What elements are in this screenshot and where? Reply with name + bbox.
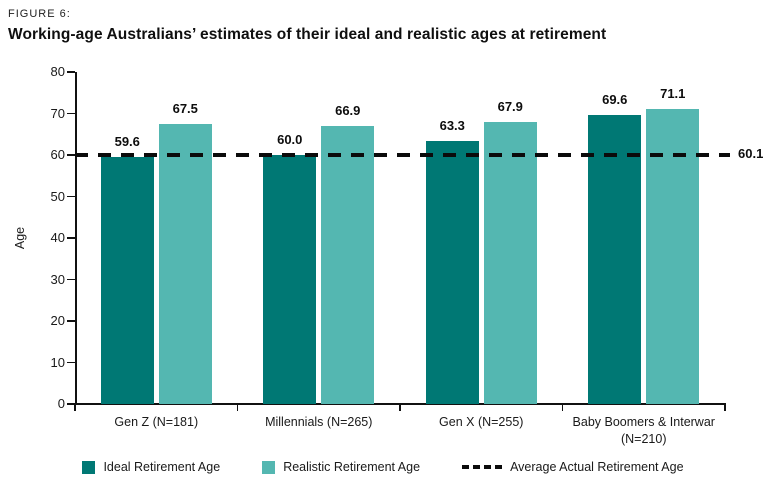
y-axis-tick [67,320,75,322]
bar-value-label: 67.9 [497,99,523,115]
y-axis-tick [67,278,75,281]
y-axis-tick-label: 60 [50,147,65,162]
x-category-label: Gen X (N=255) [439,415,524,429]
y-axis-tick-label: 80 [50,64,65,79]
dashed-line-icon [462,465,503,469]
x-category-label: Baby Boomers & Interwar (N=210) [572,415,715,446]
legend-item-reference-line: Average Actual Retirement Age [462,460,684,474]
x-axis-tick [399,404,401,411]
y-axis-line [75,72,77,404]
bar-value-label: 67.5 [172,100,198,116]
y-axis-tick-label: 70 [50,105,65,121]
chart-title: Working-age Australians’ estimates of th… [8,26,607,43]
bar-realistic [158,123,212,404]
y-axis-tick [67,403,75,405]
y-axis-tick [67,112,75,115]
realistic-swatch-icon [262,460,276,474]
reference-line-value-label: 60.1 [738,145,764,161]
plot-area: Age 0 10 20 30 40 50 60 70 80 59.6 67.5 Gen Z (N=18… [13,64,763,446]
legend-label: Realistic Retirement Age [283,460,421,474]
ideal-swatch-icon [82,460,96,474]
bar-value-label: 60.0 [277,132,303,147]
bar-value-label: 66.9 [335,103,361,119]
bar-realistic [321,126,375,404]
bar-value-label: 59.6 [114,133,140,149]
x-axis-tick [724,404,726,411]
bar-value-label: 63.3 [439,118,465,134]
y-axis-tick [67,154,75,156]
x-axis-tick [561,404,564,411]
y-axis-tick-label: 20 [50,313,65,328]
bar-value-label: 71.1 [660,85,686,101]
x-axis-line [75,403,726,405]
y-axis-tick [67,71,75,73]
bar-ideal [100,156,154,404]
y-axis-tick [67,195,75,198]
bar-ideal [425,141,479,404]
y-axis-tick [67,361,75,364]
bar-ideal [588,115,642,404]
y-axis-tick-label: 50 [50,188,65,204]
bar-realistic [646,108,700,404]
y-axis-tick [67,237,75,239]
x-category-label: Gen Z (N=181) [114,415,199,429]
bar-ideal [263,155,317,404]
x-axis-tick [74,404,76,411]
y-axis-tick-label: 10 [50,354,65,370]
legend-label: Ideal Retirement Age [103,460,221,474]
y-axis-tick-label: 40 [50,230,65,245]
legend-label: Average Actual Retirement Age [510,460,684,474]
bar-realistic [483,122,537,404]
chart-legend: Ideal Retirement Age Realistic Retirement… [0,460,766,474]
x-category-label: Millennials (N=265) [265,415,373,429]
x-axis-tick [236,404,239,411]
y-axis-tick-label: 30 [50,271,65,287]
figure-label: FIGURE 6: [8,8,71,20]
legend-item-realistic: Realistic Retirement Age [262,460,420,474]
y-axis-title: Age [13,226,27,250]
reference-line [75,152,730,157]
y-axis-tick-label: 0 [57,396,65,411]
legend-item-ideal: Ideal Retirement Age [82,460,220,474]
bar-value-label: 69.6 [602,92,628,108]
